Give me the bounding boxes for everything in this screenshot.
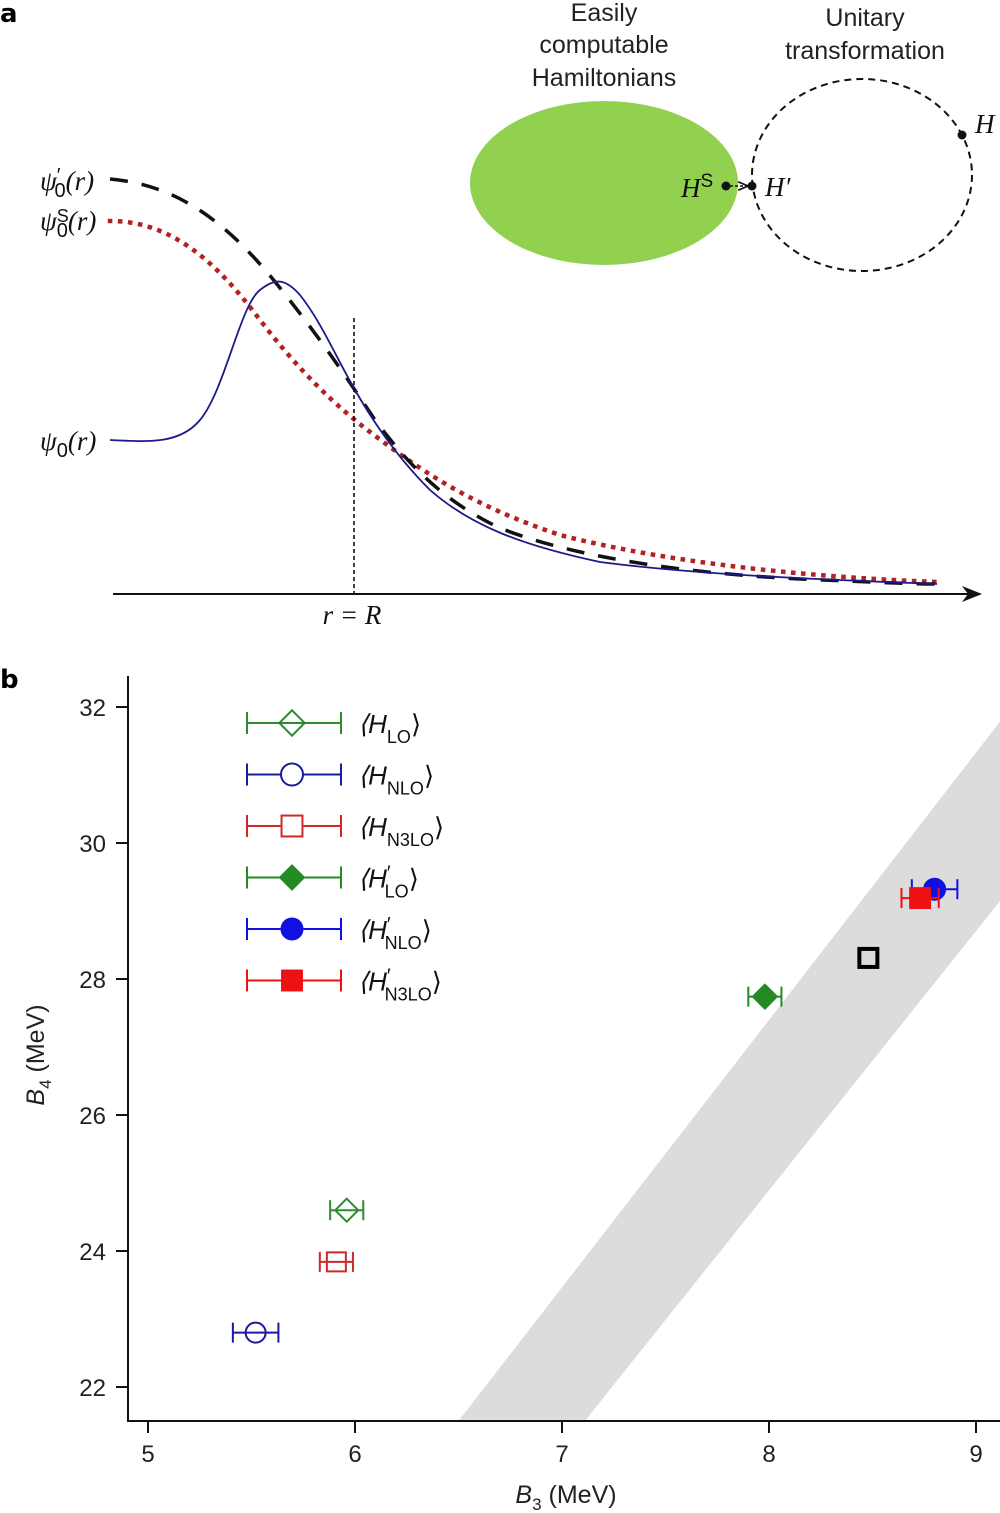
hamiltonian-diagram: Easily computable Hamiltonians Unitary t… xyxy=(470,0,996,272)
legend-item: ⟨H′ LO⟩ xyxy=(246,863,419,902)
data-point-n3lo xyxy=(318,1251,354,1273)
data-point-lo-prime xyxy=(747,983,783,1011)
data-points xyxy=(231,877,959,1344)
label-psi: ψ0(r) xyxy=(40,426,96,462)
label-hs: HS xyxy=(680,171,713,203)
legend-item: ⟨H′ N3LO⟩ xyxy=(246,966,442,1005)
circle-marker xyxy=(280,917,304,941)
legend-label: ⟨H′ LO⟩ xyxy=(358,863,419,902)
data-point-lo xyxy=(329,1197,365,1224)
computable-set-ellipse xyxy=(470,101,738,265)
legend: ⟨HLO⟩ ⟨HNLO⟩ ⟨HN3LO⟩ ⟨H′ LO⟩ ⟨H′ NLO⟩ ⟨H′ N3LO⟩ xyxy=(246,708,444,1005)
square-marker xyxy=(281,969,303,992)
panel-a-label: a xyxy=(0,0,18,29)
square-marker xyxy=(280,814,304,838)
cutoff-label: r = R xyxy=(323,600,382,630)
y-tick-label: 24 xyxy=(79,1239,106,1266)
set-label-line-3: Hamiltonians xyxy=(532,64,677,92)
unitary-transformation-circle xyxy=(751,78,973,272)
wavefunction-curves xyxy=(107,177,940,586)
legend-label: ⟨HLO⟩ xyxy=(358,709,421,747)
label-psi-s: ψS 0(r) xyxy=(40,206,96,242)
legend-label: ⟨H′ N3LO⟩ xyxy=(358,966,442,1005)
band-layer xyxy=(459,721,1000,1420)
y-tick-label: 28 xyxy=(79,967,106,994)
x-axis-title: B3 (MeV) xyxy=(515,1481,616,1513)
transform-label-line-2: transformation xyxy=(785,37,945,65)
tjon-band xyxy=(459,721,1000,1420)
point-hprime xyxy=(747,181,757,191)
diamond-marker xyxy=(278,864,306,891)
x-tick-label: 7 xyxy=(555,1441,568,1468)
diamond-marker xyxy=(277,708,307,738)
set-label-line-2: computable xyxy=(539,31,668,59)
x-tick-label: 5 xyxy=(141,1441,154,1468)
y-tick-label: 26 xyxy=(79,1103,106,1130)
panel-a: a Easily computable Hamiltonians Unitary… xyxy=(0,0,996,630)
label-psi-prime: ψ′ 0(r) xyxy=(40,165,94,202)
data-point-n3lo-prime xyxy=(900,887,940,910)
panel-b: b 22 24 26 28 30 32 5 6 7 8 9 B4 (MeV) B3 (MeV) ⟨… xyxy=(0,665,1000,1513)
panel-b-label: b xyxy=(0,665,19,695)
psi-s-curve xyxy=(107,218,940,585)
experiment-square-marker xyxy=(857,946,880,969)
square-marker xyxy=(909,887,932,910)
y-tick-label: 30 xyxy=(79,831,106,858)
legend-item: ⟨HNLO⟩ xyxy=(246,761,434,799)
circle-marker xyxy=(280,762,304,787)
data-point-nlo xyxy=(231,1321,280,1344)
x-ticks: 5 6 7 8 9 xyxy=(141,1421,983,1468)
legend-item: ⟨HLO⟩ xyxy=(246,708,421,747)
y-tick-label: 32 xyxy=(79,695,106,722)
experiment-point xyxy=(857,946,880,969)
y-ticks: 22 24 26 28 30 32 xyxy=(79,695,128,1402)
psi-curve xyxy=(109,280,938,585)
label-hprime: H′ xyxy=(764,172,791,202)
legend-item: ⟨H′ NLO⟩ xyxy=(246,914,432,953)
legend-label: ⟨H′ NLO⟩ xyxy=(358,914,432,953)
point-hs xyxy=(721,181,731,191)
legend-item: ⟨HN3LO⟩ xyxy=(246,812,444,850)
point-h xyxy=(957,130,967,140)
y-axis-title: B4 (MeV) xyxy=(22,1004,55,1105)
y-tick-label: 22 xyxy=(79,1375,106,1402)
diamond-marker xyxy=(333,1197,360,1224)
label-h: H xyxy=(974,109,996,139)
legend-label: ⟨HN3LO⟩ xyxy=(358,812,444,850)
legend-label: ⟨HNLO⟩ xyxy=(358,761,434,799)
set-label-line-1: Easily xyxy=(571,0,638,27)
x-tick-label: 9 xyxy=(969,1441,982,1468)
x-tick-label: 8 xyxy=(762,1441,775,1468)
diamond-marker xyxy=(751,983,779,1011)
transform-label-line-1: Unitary xyxy=(825,4,905,32)
x-tick-label: 6 xyxy=(348,1441,361,1468)
